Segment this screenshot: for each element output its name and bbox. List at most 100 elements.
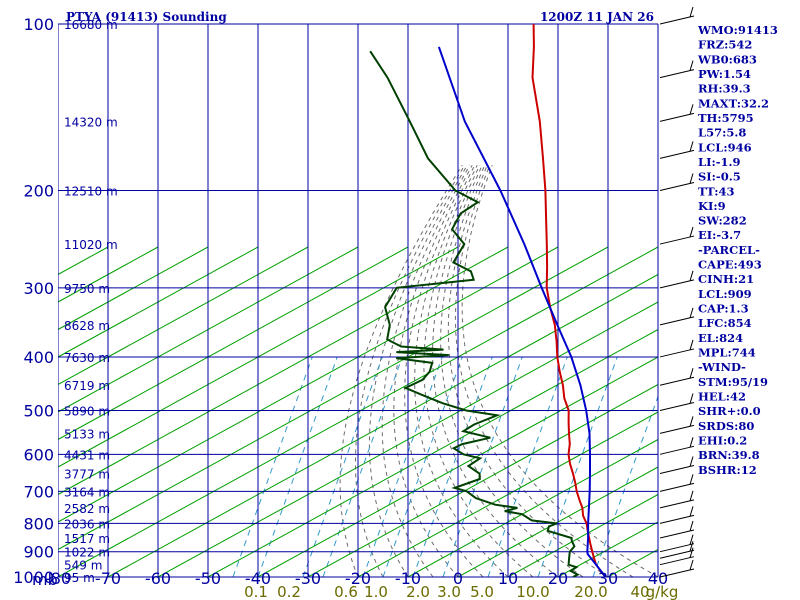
mixing-ratio-line <box>322 356 403 577</box>
wind-barb-staff <box>659 235 695 245</box>
temperature-tick-label: -60 <box>145 569 171 588</box>
wind-barb-flag <box>689 6 694 18</box>
wind-barb-staff <box>659 465 695 475</box>
temperature-tick-label: -50 <box>195 569 221 588</box>
wind-barb-flag <box>689 534 694 545</box>
wind-barb-staff <box>659 69 695 79</box>
wind-barb-staff <box>659 529 695 539</box>
wind-barb-staff <box>659 112 695 122</box>
temperature-tick-label: -70 <box>95 569 121 588</box>
index-row: EL:824 <box>698 331 743 345</box>
height-label: 16680 m <box>64 18 118 32</box>
mixing-ratio-label: 0.6 <box>334 583 358 600</box>
mixing-ratio-line <box>362 356 443 577</box>
index-row: SHR+:0.0 <box>698 404 761 418</box>
mixing-ratio-label: 1.0 <box>364 583 388 600</box>
wind-barb-staff <box>659 514 695 524</box>
moist-adiabat <box>454 165 634 577</box>
index-row: SRDS:80 <box>698 419 754 433</box>
isobars <box>58 23 659 578</box>
moist-adiabat <box>339 164 463 577</box>
height-label: 9750 m <box>64 282 110 296</box>
pressure-tick-label: 900 <box>23 543 54 562</box>
temperature-tick-label: 10 <box>498 569 518 588</box>
index-row: WB0:683 <box>697 52 757 66</box>
height-label: 14320 m <box>64 115 118 129</box>
wind-barb-staff <box>659 348 695 358</box>
stability-indices: WMO:91413FRZ:542WB0:683PW:1.54RH:39.3MAX… <box>697 23 778 477</box>
temperature-tick-label: -80 <box>45 569 71 588</box>
height-label: 3777 m <box>64 468 110 482</box>
temperature-tick-label: 20 <box>548 569 568 588</box>
index-row: -WIND- <box>698 360 746 374</box>
pressure-unit-label: mb <box>32 570 58 589</box>
height-label: 6719 m <box>64 379 110 393</box>
index-row: LI:-1.9 <box>698 155 741 169</box>
index-row: CAPE:493 <box>698 258 762 272</box>
temperature-tick-label: 30 <box>598 569 618 588</box>
pressure-tick-label: 700 <box>23 482 54 501</box>
wind-barb-flag <box>689 270 694 281</box>
index-row: CINH:21 <box>698 272 754 286</box>
moist-adiabat <box>404 164 484 577</box>
chart-title: PTYA (91413) Sounding <box>66 10 227 24</box>
index-row: KI:9 <box>698 199 726 213</box>
index-row: SW:282 <box>698 214 747 228</box>
wind-barb-staff <box>659 149 695 159</box>
wind-barb-flag <box>689 339 694 351</box>
wind-barb-flag <box>689 456 694 467</box>
mixing-ratio-label: 40 <box>630 583 649 600</box>
mixing-ratio-label: 0.1 <box>244 583 268 600</box>
pressure-tick-labels: 100 200 300 400 500 600 700 800 900 1000 <box>13 15 54 587</box>
dry-adiabats <box>58 246 658 577</box>
sounding-series <box>369 24 607 577</box>
mixing-ratio-label: 5.0 <box>470 583 494 600</box>
mixing-ratio-line <box>592 395 658 577</box>
mixing-ratio-line <box>487 356 568 577</box>
index-row: EI:-3.7 <box>698 228 741 242</box>
index-row: LCL:909 <box>698 287 752 301</box>
height-label: 1022 m <box>64 546 110 560</box>
pressure-tick-label: 300 <box>23 279 54 298</box>
wind-barb-staff <box>659 15 695 25</box>
wind-barb-staff <box>659 181 695 191</box>
height-label: 8628 m <box>64 319 110 333</box>
wind-barb-flag <box>689 437 694 448</box>
pressure-tick-label: 600 <box>23 445 54 464</box>
wind-barb-flag <box>689 393 694 404</box>
wind-barb-flag <box>689 416 694 427</box>
index-row: -PARCEL- <box>698 243 760 257</box>
wind-barb-staff <box>659 316 695 326</box>
wind-barb-staff <box>659 376 695 386</box>
mixing-ratio-line <box>302 356 383 577</box>
index-row: STM:95/19 <box>698 375 768 389</box>
temperature-tick-label: -20 <box>345 569 371 588</box>
dry-adiabat <box>557 521 658 577</box>
wind-barb-flag <box>689 60 694 71</box>
chart-time: 1200Z 11 JAN 26 <box>540 10 654 24</box>
wind-barb-staff <box>659 568 695 578</box>
pressure-tick-label: 400 <box>23 348 54 367</box>
pressure-tick-label: 1000 <box>13 568 54 587</box>
height-label: 1517 m <box>64 532 110 546</box>
isotherms <box>58 24 658 577</box>
mixing-ratio-line <box>442 356 523 577</box>
height-label: 2582 m <box>64 502 110 516</box>
wind-barb-flag <box>689 559 694 571</box>
wind-barb-staff <box>659 543 695 553</box>
index-row: CAP:1.3 <box>698 302 749 316</box>
mixing-ratio-lines <box>232 356 658 577</box>
index-row: BSHR:12 <box>698 463 757 477</box>
height-label: 4431 m <box>64 448 110 462</box>
wind-barb-flag <box>689 506 694 517</box>
wind-barb-flag <box>689 490 694 502</box>
wind-barb-flag <box>689 368 694 379</box>
pressure-tick-label: 500 <box>23 402 54 421</box>
wind-barb-staff <box>659 402 695 412</box>
moist-adiabat <box>381 164 471 577</box>
wind-barb-flag <box>689 226 694 238</box>
mixing-ratio-line <box>537 356 618 577</box>
height-label: 2036 m <box>64 517 110 531</box>
